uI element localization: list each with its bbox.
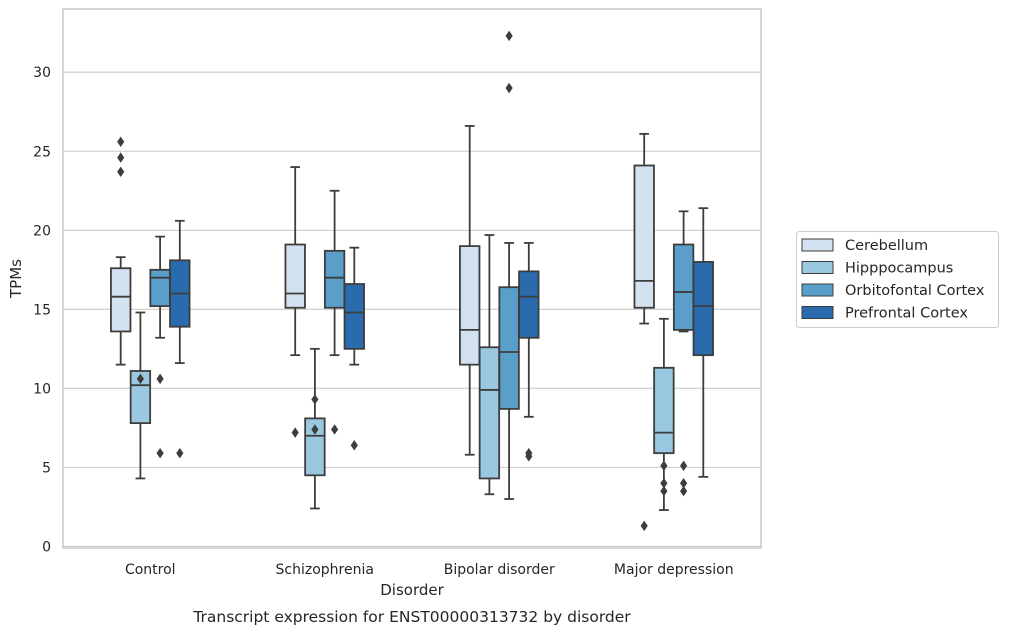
legend-swatch	[801, 238, 834, 252]
legend-label: Cerebellum	[845, 238, 928, 254]
outlier-point	[117, 136, 125, 147]
box-orbitofontal-cortex	[498, 30, 520, 500]
outlier-point	[660, 460, 668, 472]
legend-label: Prefrontal Cortex	[845, 306, 968, 322]
legend-swatch	[801, 283, 834, 297]
box-hipppocampus	[129, 311, 152, 480]
x-tick-label: Major depression	[614, 562, 734, 578]
box-iqr	[149, 268, 171, 308]
box-iqr	[518, 270, 540, 339]
outlier-point	[350, 440, 358, 451]
chart-caption: Transcript expression for ENST0000031373…	[192, 608, 631, 626]
box-plot-area	[110, 30, 714, 532]
y-axis-label: TPMs	[7, 259, 25, 299]
box-iqr	[343, 283, 365, 350]
box-prefrontal-cortex	[518, 242, 540, 462]
outlier-point	[311, 424, 319, 435]
y-tick-label: 30	[33, 65, 51, 81]
box-hipppocampus	[653, 317, 675, 511]
x-axis-ticks: Control Schizophrenia Bipolar disorder Majo…	[125, 562, 734, 578]
box-cerebellum	[459, 125, 481, 456]
outlier-point	[680, 477, 688, 489]
box-iqr	[672, 243, 695, 331]
grid-lines	[63, 71, 761, 547]
box-cerebellum	[110, 136, 132, 366]
outlier-point	[136, 373, 144, 385]
outlier-point	[680, 485, 688, 497]
outlier-point	[156, 373, 164, 385]
outlier-point	[660, 477, 668, 489]
box-iqr	[129, 370, 152, 425]
box-iqr	[110, 267, 132, 333]
box-iqr	[284, 243, 306, 309]
box-prefrontal-cortex	[169, 219, 191, 459]
outlier-point	[331, 424, 339, 435]
box-orbitofontal-cortex	[149, 235, 171, 459]
legend-label: Hipppocampus	[845, 261, 953, 277]
box-orbitofontal-cortex	[323, 189, 346, 435]
box-iqr	[459, 245, 481, 366]
y-axis-ticks: 0 5 10 15 20 25 30	[33, 65, 51, 555]
legend-label: Orbitofontal Cortex	[845, 283, 985, 299]
legend: Cerebellum Hipppocampus Orbitofontal Corte…	[796, 231, 999, 328]
y-tick-label: 10	[33, 381, 51, 397]
x-tick-label: Schizophrenia	[276, 562, 374, 578]
outlier-point	[680, 460, 688, 472]
box-iqr	[323, 249, 346, 309]
legend-swatch	[801, 306, 834, 319]
outlier-point	[505, 30, 513, 42]
outlier-point	[117, 166, 125, 178]
box-cerebellum	[633, 132, 655, 532]
outlier-point	[525, 451, 533, 462]
outlier-point	[640, 520, 648, 532]
box-iqr	[478, 346, 501, 480]
y-tick-label: 15	[33, 302, 51, 318]
y-tick-label: 0	[42, 539, 51, 555]
outlier-point	[291, 427, 299, 438]
box-iqr	[304, 417, 326, 477]
legend-frame	[796, 231, 999, 328]
x-axis-label: Disorder	[380, 581, 444, 599]
box-prefrontal-cortex	[343, 246, 365, 451]
plot-frame	[62, 8, 762, 549]
box-hipppocampus	[478, 234, 501, 496]
y-tick-label: 5	[42, 460, 51, 476]
outlier-point	[505, 82, 513, 94]
x-tick-label: Bipolar disorder	[444, 562, 555, 578]
box-iqr	[633, 164, 655, 309]
legend-swatch	[801, 261, 834, 274]
box-iqr	[653, 366, 675, 455]
x-tick-label: Control	[125, 562, 176, 578]
outlier-point	[176, 447, 184, 459]
outlier-point	[660, 485, 668, 497]
outlier-point	[117, 152, 125, 163]
y-tick-label: 25	[33, 144, 51, 160]
box-iqr	[498, 286, 520, 410]
box-cerebellum	[284, 166, 306, 438]
box-orbitofontal-cortex	[672, 210, 695, 497]
y-tick-label: 20	[33, 223, 51, 239]
box-iqr	[692, 261, 714, 357]
box-hipppocampus	[304, 347, 326, 510]
box-prefrontal-cortex	[692, 207, 714, 478]
outlier-point	[311, 394, 319, 405]
outlier-point	[156, 447, 164, 459]
